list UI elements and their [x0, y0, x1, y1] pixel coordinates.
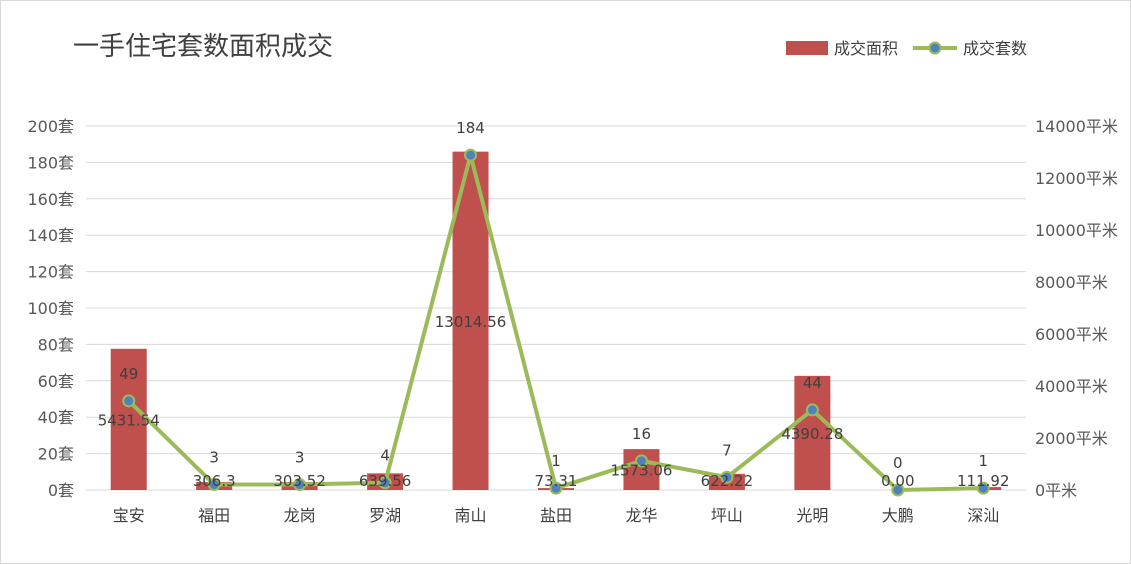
- right-tick-label: 6000平米: [1035, 325, 1108, 344]
- line-point: [891, 483, 905, 497]
- bar-value-label: 13014.56: [435, 313, 507, 331]
- left-tick-label: 0套: [48, 481, 74, 500]
- legend-bar-label: 成交面积: [834, 39, 898, 58]
- gridlines: [86, 125, 1026, 491]
- bar-series: [110, 151, 1002, 490]
- bar-value-label: 306.3: [193, 472, 236, 490]
- left-tick-label: 200套: [27, 117, 74, 136]
- line-point: [549, 481, 563, 495]
- bar-value-label: 5431.54: [98, 411, 160, 429]
- bar-value-label: 639.56: [359, 472, 412, 490]
- right-tick-label: 2000平米: [1035, 429, 1108, 448]
- category-label: 大鹏: [882, 506, 914, 525]
- line-value-label: 184: [456, 119, 485, 137]
- legend-bar-swatch: [786, 41, 828, 55]
- bar-value-label: 73.31: [535, 472, 578, 490]
- bar: [794, 375, 831, 490]
- data-labels: 5431.54 306.3 303.52 639.56 13014.56 73.31 157…: [98, 119, 1010, 490]
- line-point: [805, 403, 819, 417]
- line-value-label: 4: [380, 447, 390, 465]
- category-label: 盐田: [540, 506, 572, 525]
- right-tick-label: 8000平米: [1035, 273, 1108, 292]
- left-tick-label: 180套: [27, 153, 74, 172]
- left-tick-label: 80套: [38, 335, 74, 354]
- line-point: [634, 454, 648, 468]
- line-value-label: 3: [295, 449, 305, 467]
- left-tick-label: 40套: [38, 408, 74, 427]
- right-tick-label: 14000平米: [1035, 117, 1118, 136]
- chart-title: 一手住宅套数面积成交: [73, 32, 333, 62]
- line-value-label: 1: [978, 452, 988, 470]
- line-point: [464, 148, 478, 162]
- bar-value-label: 0.00: [881, 472, 914, 490]
- line-value-label: 49: [119, 365, 138, 383]
- line-point: [378, 476, 392, 490]
- right-axis-ticks: 0平米 2000平米 4000平米 6000平米 8000平米 10000平米 12000平…: [1035, 117, 1118, 500]
- line-value-label: 7: [722, 441, 732, 459]
- bar-value-label: 303.52: [273, 472, 326, 490]
- series-line: [127, 153, 984, 492]
- left-axis-ticks: 0套 20套 40套 60套 80套 100套 120套 140套 160套 180套 200套: [27, 117, 74, 500]
- line-point: [293, 478, 307, 492]
- bar-value-label: 622.22: [701, 472, 754, 490]
- line-series: [122, 148, 990, 497]
- bar-value-label: 1573.06: [610, 462, 672, 480]
- category-label: 南山: [455, 506, 487, 525]
- category-label: 坪山: [711, 506, 743, 525]
- legend-line-marker: [928, 41, 942, 55]
- right-tick-label: 10000平米: [1035, 221, 1118, 240]
- left-tick-label: 60套: [38, 372, 74, 391]
- left-tick-label: 20套: [38, 445, 74, 464]
- line-point: [122, 394, 136, 408]
- bar: [110, 348, 147, 490]
- line-point: [207, 478, 221, 492]
- right-tick-label: 0平米: [1035, 481, 1077, 500]
- line-point: [976, 481, 990, 495]
- line-point: [720, 470, 734, 484]
- category-label: 罗湖: [369, 506, 401, 525]
- right-tick-label: 12000平米: [1035, 169, 1118, 188]
- category-labels: 宝安 福田 龙岗 罗湖 南山 盐田 龙华 坪山 光明 大鹏 深汕: [113, 506, 1000, 525]
- line-value-label: 0: [893, 454, 903, 472]
- left-tick-label: 160套: [27, 190, 74, 209]
- line-value-label: 16: [632, 425, 651, 443]
- left-tick-label: 100套: [27, 299, 74, 318]
- line-value-label: 1: [551, 452, 561, 470]
- line-value-label: 3: [209, 449, 219, 467]
- bar-value-label: 111.92: [957, 472, 1010, 490]
- right-tick-label: 4000平米: [1035, 377, 1108, 396]
- left-tick-label: 120套: [27, 263, 74, 282]
- legend: 成交面积 成交套数: [786, 39, 1027, 58]
- category-label: 宝安: [113, 506, 145, 525]
- category-label: 龙华: [625, 506, 657, 525]
- category-label: 福田: [198, 506, 230, 525]
- left-tick-label: 140套: [27, 226, 74, 245]
- line-value-label: 44: [803, 374, 822, 392]
- bar-value-label: 4390.28: [781, 425, 843, 443]
- category-label: 光明: [796, 506, 828, 525]
- legend-line-label: 成交套数: [963, 39, 1027, 58]
- category-label: 龙岗: [284, 506, 316, 525]
- category-label: 深汕: [967, 506, 999, 525]
